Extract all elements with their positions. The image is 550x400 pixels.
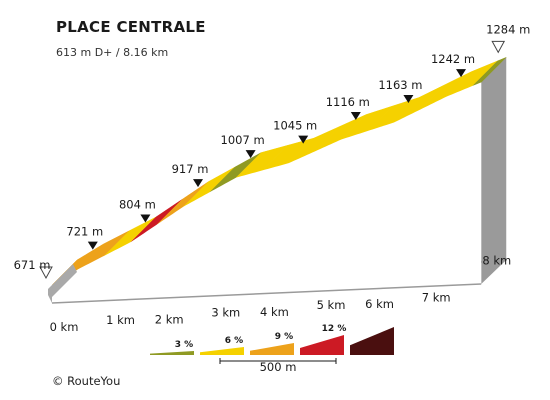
copyright-footer: © RouteYou [52, 374, 121, 388]
legend-swatch-4 [350, 327, 394, 355]
elevation-marker-1 [87, 241, 98, 250]
elevation-label-8: 1242 m [431, 52, 475, 66]
legend-label-2: 9 % [275, 332, 293, 342]
chart-subtitle: 613 m D+ / 8.16 km [56, 46, 169, 59]
elevation-marker-3 [193, 179, 203, 188]
distance-tick-5: 5 km [317, 298, 346, 312]
elevation-label-2: 804 m [119, 198, 156, 212]
distance-tick-8: 8 km [482, 254, 511, 268]
legend-label-1: 6 % [225, 336, 243, 346]
profile-end-face [481, 57, 507, 284]
distance-tick-6: 6 km [365, 297, 394, 311]
profile-front-face [52, 82, 482, 298]
elevation-label-7: 1163 m [378, 78, 422, 92]
distance-tick-4: 4 km [260, 305, 289, 319]
distance-tick-7: 7 km [422, 290, 451, 304]
elevation-marker-8 [456, 69, 466, 78]
elevation-label-3: 917 m [172, 162, 209, 176]
legend-swatch-1 [200, 347, 244, 355]
profile-start-block [48, 264, 77, 303]
elevation-label-4: 1007 m [221, 133, 265, 147]
elevation-marker-6 [350, 112, 361, 120]
legend-swatch-2 [250, 343, 294, 355]
elevation-marker-5 [298, 135, 309, 144]
elevation-marker-4 [245, 150, 256, 159]
chart-title: PLACE CENTRALE [56, 18, 206, 36]
elevation-marker-7 [403, 95, 414, 104]
distance-tick-1: 1 km [106, 313, 135, 327]
elevation-marker-2 [140, 214, 151, 223]
elevation-label-5: 1045 m [273, 119, 317, 133]
distance-tick-3: 3 km [211, 306, 240, 320]
elevation-marker-9 [491, 40, 506, 54]
scale-bar-label: 500 m [260, 360, 297, 374]
profile-front-baseline [51, 283, 482, 304]
elevation-marker-0 [39, 266, 53, 280]
legend-label-0: 3 % [175, 340, 193, 350]
elevation-label-6: 1116 m [326, 95, 370, 109]
legend-label-3: 12 % [322, 324, 347, 334]
distance-tick-0: 0 km [50, 320, 79, 334]
elevation-label-1: 721 m [66, 225, 103, 239]
legend-swatch-3 [300, 335, 344, 355]
legend-swatch-0 [150, 351, 194, 355]
elevation-label-0: 671 m [14, 258, 51, 272]
distance-tick-2: 2 km [155, 312, 184, 326]
elevation-label-9: 1284 m [486, 22, 530, 36]
